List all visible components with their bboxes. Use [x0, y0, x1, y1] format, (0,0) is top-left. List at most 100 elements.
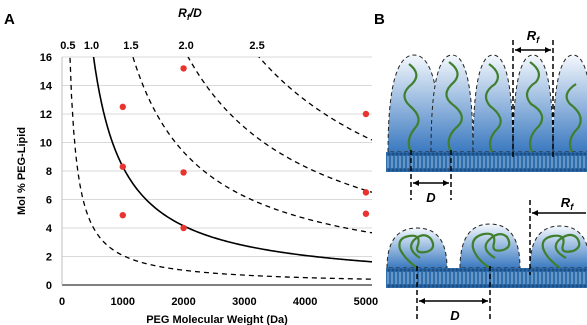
arrowhead: [532, 210, 538, 216]
lipid-head: [531, 168, 535, 172]
lipid-head: [547, 284, 551, 288]
lipid-head: [515, 168, 519, 172]
lipid-head: [527, 152, 531, 156]
lipid-head: [527, 168, 531, 172]
polymer-chain: [565, 83, 582, 153]
top-curve-labels: 0.5 1.0 1.5 2.0 2.5: [60, 40, 264, 52]
lipid-head: [543, 152, 547, 156]
lipid-head: [487, 168, 491, 172]
axes: [61, 57, 372, 286]
lipid-head: [503, 268, 507, 272]
y-tick-label: 6: [46, 195, 52, 207]
lipid-head: [539, 268, 543, 272]
lipid-head: [451, 168, 455, 172]
lipid-head: [583, 284, 587, 288]
lipid-head: [563, 284, 567, 288]
curve-label: 0.5: [60, 40, 75, 52]
lipid-head: [531, 152, 535, 156]
x-tick-label: 4000: [293, 296, 317, 308]
lipid-head: [535, 268, 539, 272]
radius-label-bottom-main: R: [561, 195, 571, 210]
spacing-label-bottom: D: [450, 308, 460, 323]
lipid-head: [495, 152, 499, 156]
lipid-head: [419, 168, 423, 172]
y-axis-title: Mol % PEG-Lipid: [16, 127, 28, 215]
lipid-head: [447, 268, 451, 272]
curve-label: 2.0: [178, 40, 193, 52]
x-tick-label: 5000: [354, 296, 378, 308]
arrowhead: [419, 298, 425, 304]
lipid-head: [575, 268, 579, 272]
lipid-head: [459, 168, 463, 172]
lipid-head: [583, 168, 587, 172]
lipid-head: [527, 284, 531, 288]
lipid-head: [499, 284, 503, 288]
lipid-head: [411, 152, 415, 156]
lipid-head: [395, 168, 399, 172]
lipid-head: [567, 168, 571, 172]
lipid-head: [559, 168, 563, 172]
lipid-head: [479, 268, 483, 272]
lipid-head: [579, 168, 583, 172]
top-axis-title-sub: f: [187, 12, 191, 22]
lipid-head: [443, 268, 447, 272]
y-tick-label: 8: [46, 166, 52, 178]
data-point: [119, 103, 126, 111]
lipid-head: [471, 284, 475, 288]
lipid-head: [499, 268, 503, 272]
lipid-head: [543, 168, 547, 172]
lipid-head: [411, 168, 415, 172]
lipid-head: [431, 152, 435, 156]
lipid-head: [423, 152, 427, 156]
lipid-head: [539, 284, 543, 288]
lipid-head: [471, 168, 475, 172]
lipid-head: [403, 284, 407, 288]
lipid-head: [391, 152, 395, 156]
lipid-head: [491, 284, 495, 288]
lipid-head: [419, 284, 423, 288]
lipid-head: [391, 284, 395, 288]
lipid-head: [419, 268, 423, 272]
lipid-head: [439, 168, 443, 172]
lipid-head: [551, 284, 555, 288]
lipid-head: [515, 284, 519, 288]
lipid-head: [547, 268, 551, 272]
lipid-head: [451, 152, 455, 156]
x-tick-label: 1000: [111, 296, 135, 308]
x-tick-labels: 0 1000 2000 3000 4000 5000: [59, 296, 378, 308]
data-point: [362, 110, 370, 118]
lipid-head: [571, 268, 575, 272]
panel-b-label: B: [374, 11, 385, 28]
brush-dome: [512, 54, 554, 153]
y-tick-label: 2: [46, 252, 52, 264]
lipid-head: [531, 284, 535, 288]
lipid-head: [475, 284, 479, 288]
lipid-head: [483, 284, 487, 288]
lipid-head: [571, 152, 575, 156]
lipid-head: [403, 268, 407, 272]
lipid-head: [567, 268, 571, 272]
lipid-head: [571, 168, 575, 172]
lipid-head: [435, 152, 439, 156]
brush-dome: [387, 54, 441, 153]
lipid-head: [523, 268, 527, 272]
data-point: [180, 169, 187, 176]
lipid-head: [407, 284, 411, 288]
panel-a-label: A: [4, 11, 15, 28]
lipid-head: [483, 168, 487, 172]
lipid-head: [503, 168, 507, 172]
lipid-head: [423, 268, 427, 272]
polymer-coil: [398, 234, 435, 269]
lipid-head: [495, 168, 499, 172]
lipid-head: [535, 152, 539, 156]
lipid-head: [483, 152, 487, 156]
brush-regime-top: D Rf: [386, 28, 587, 205]
polymer-coil: [541, 233, 581, 269]
y-tick-label: 16: [40, 52, 52, 64]
radius-label-bottom-sub: f: [570, 202, 574, 212]
lipid-head: [459, 268, 463, 272]
lipid-head: [539, 168, 543, 172]
lipid-head: [511, 268, 515, 272]
lipid-head: [507, 284, 511, 288]
